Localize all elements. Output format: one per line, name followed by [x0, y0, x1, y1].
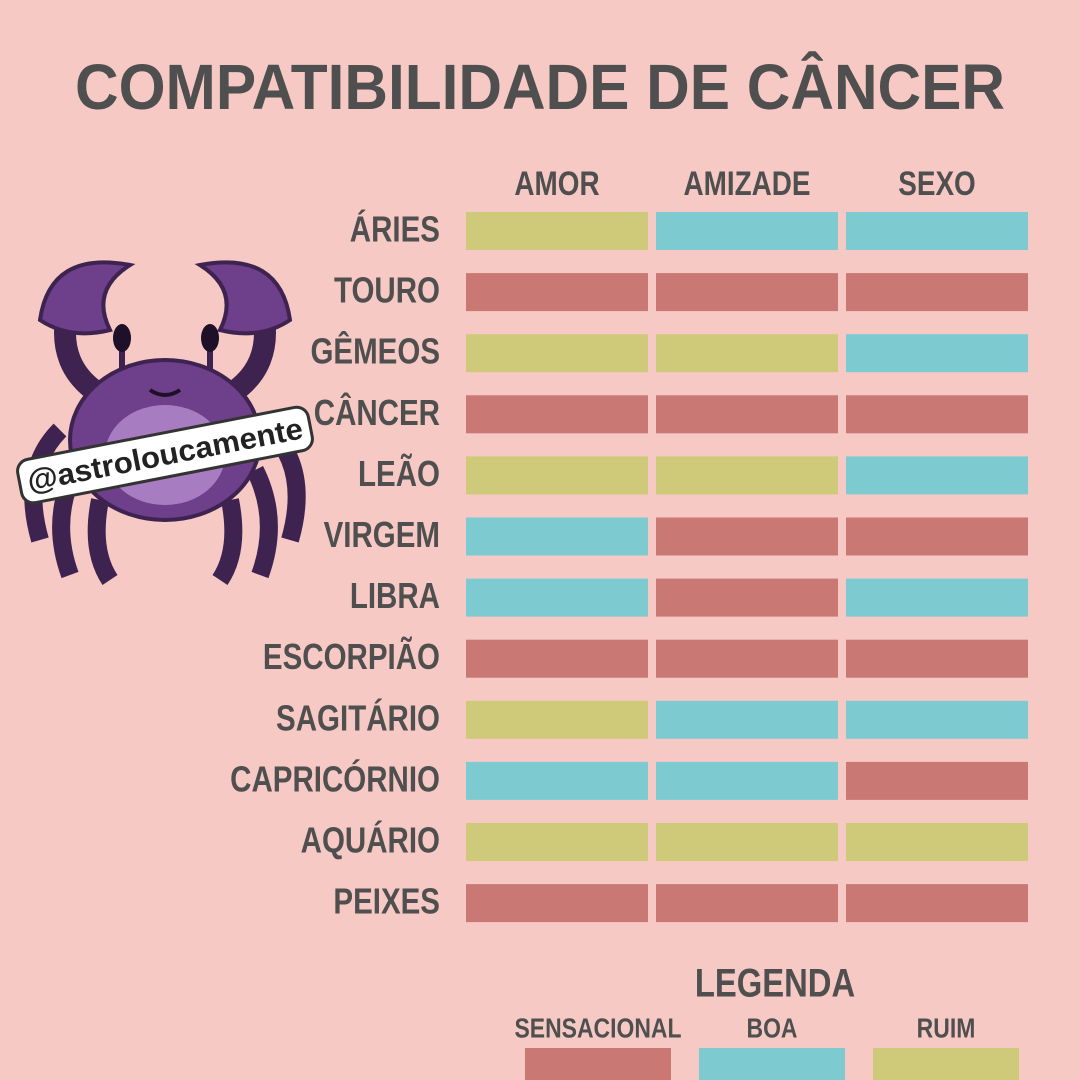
rating-cell — [656, 823, 838, 861]
column-header: AMOR — [514, 164, 599, 202]
row-label: SAGITÁRIO — [276, 697, 440, 737]
row-label-group: ÁRIES — [350, 209, 440, 249]
legend-label: RUIM — [917, 1013, 976, 1044]
grid: AMOR AMIZADE SEXO ÁRIES TOURO GÊMEOS CÂNCER LEÃ… — [230, 164, 1028, 1080]
rating-cell — [846, 456, 1028, 495]
row-label: LIBRA — [350, 575, 440, 615]
row-label: AQUÁRIO — [301, 820, 440, 860]
legend-swatch — [873, 1048, 1019, 1080]
legend-label-group: BOA — [746, 1013, 797, 1044]
row-label-group: LIBRA — [350, 575, 440, 615]
row-label: TOURO — [334, 270, 440, 310]
rating-cell — [656, 456, 838, 495]
row-label-group: ESCORPIÃO — [263, 636, 440, 676]
legend-title-group: LEGENDA — [695, 960, 855, 1005]
row-label: ÁRIES — [350, 209, 440, 249]
row-label-group: GÊMEOS — [310, 331, 440, 371]
row-label-group: SAGITÁRIO — [276, 697, 440, 737]
rating-cell — [846, 884, 1028, 923]
row-label: PEIXES — [333, 881, 440, 921]
legend-swatch — [525, 1048, 671, 1080]
rating-cell — [656, 639, 838, 678]
row-label: GÊMEOS — [310, 331, 440, 371]
rating-cell — [846, 578, 1028, 617]
rating-cell — [466, 639, 648, 678]
row-label: LEÃO — [358, 453, 440, 493]
title: COMPATIBILIDADE DE CÂNCER — [75, 50, 1005, 123]
rating-cell — [466, 761, 648, 800]
crab: @astroloucamente — [16, 260, 314, 585]
column-header: SEXO — [898, 164, 975, 202]
rating-cell — [466, 212, 648, 250]
legend-label: BOA — [746, 1013, 797, 1044]
row-label: VIRGEM — [324, 514, 440, 554]
rating-cell — [466, 456, 648, 495]
rating-cell — [466, 334, 648, 373]
rating-cell — [656, 884, 838, 923]
rating-cell — [656, 212, 838, 250]
rating-cell — [466, 578, 648, 617]
rating-cell — [656, 395, 838, 434]
row-label-group: CAPRICÓRNIO — [230, 759, 440, 799]
rating-cell — [846, 823, 1028, 861]
rating-cell — [656, 761, 838, 800]
rating-cell — [656, 273, 838, 312]
watermark-band — [16, 405, 314, 505]
rating-cell — [846, 761, 1028, 800]
row-label: ESCORPIÃO — [263, 636, 440, 676]
rating-cell — [656, 334, 838, 373]
row-label-group: TOURO — [334, 270, 440, 310]
row-label: CAPRICÓRNIO — [230, 759, 440, 799]
row-label-group: PEIXES — [333, 881, 440, 921]
column-header-group: AMOR — [514, 164, 599, 202]
rating-cell — [846, 700, 1028, 739]
rating-cell — [466, 517, 648, 556]
rating-cell — [466, 273, 648, 312]
column-header-group: AMIZADE — [684, 164, 811, 202]
rating-cell — [466, 884, 648, 923]
rating-cell — [846, 639, 1028, 678]
legend-label-group: RUIM — [917, 1013, 976, 1044]
rating-cell — [846, 334, 1028, 373]
rating-cell — [466, 823, 648, 861]
row-label-group: VIRGEM — [324, 514, 440, 554]
row-label-group: AQUÁRIO — [301, 820, 440, 860]
rating-cell — [656, 700, 838, 739]
legend-label-group: SENSACIONAL — [514, 1013, 681, 1044]
rating-cell — [466, 700, 648, 739]
legend-swatch — [699, 1048, 845, 1080]
rating-cell — [846, 517, 1028, 556]
column-header-group: SEXO — [898, 164, 975, 202]
rating-cell — [466, 395, 648, 434]
legend-label: SENSACIONAL — [514, 1013, 681, 1044]
rating-cell — [656, 578, 838, 617]
row-label: CÂNCER — [314, 392, 440, 432]
rating-cell — [846, 395, 1028, 434]
row-label-group: LEÃO — [358, 453, 440, 493]
rating-cell — [846, 273, 1028, 312]
rating-cell — [656, 517, 838, 556]
legend-title: LEGENDA — [695, 960, 855, 1005]
row-label-group: CÂNCER — [314, 392, 440, 432]
column-header: AMIZADE — [684, 164, 811, 202]
rating-cell — [846, 212, 1028, 250]
